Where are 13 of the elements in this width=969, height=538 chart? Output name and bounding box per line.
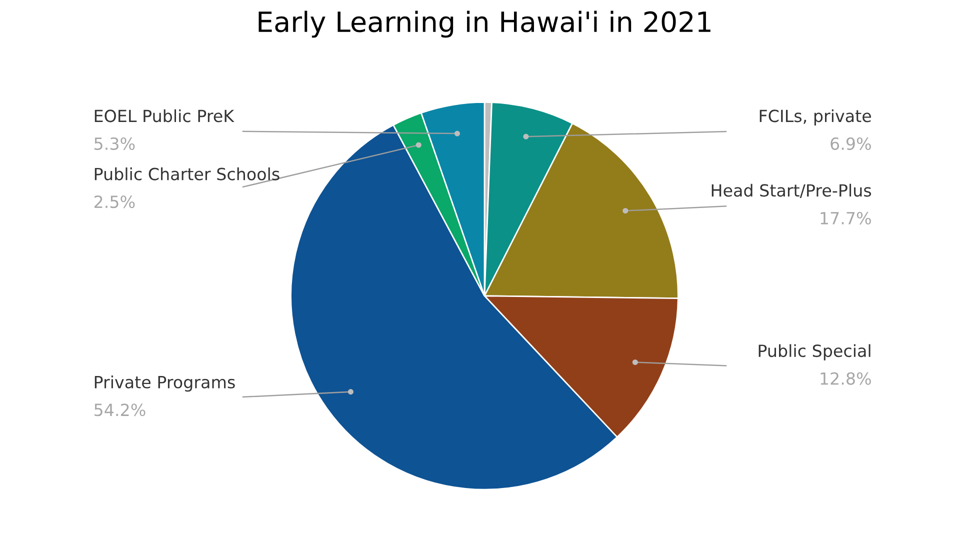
slice-label: Public Special — [758, 344, 870, 360]
data-label: 6.9% — [830, 137, 871, 150]
data-label: 2.5% — [94, 195, 135, 208]
data-label: 12.8% — [820, 372, 871, 385]
data-label: 5.3% — [94, 137, 135, 150]
slice-label: FCILs, private — [760, 109, 871, 126]
chart-title: Early Learning in Hawai'i in 2021 — [258, 10, 710, 38]
slice-label: Head Start/Pre-Plus — [712, 184, 872, 198]
slice-label: Public Charter Schools — [94, 167, 280, 180]
data-label: 54.2% — [94, 404, 146, 416]
data-label: 17.7% — [820, 212, 871, 224]
slice-label: Private Programs — [94, 376, 235, 392]
slice-label: EOEL Public PreK — [94, 109, 234, 122]
